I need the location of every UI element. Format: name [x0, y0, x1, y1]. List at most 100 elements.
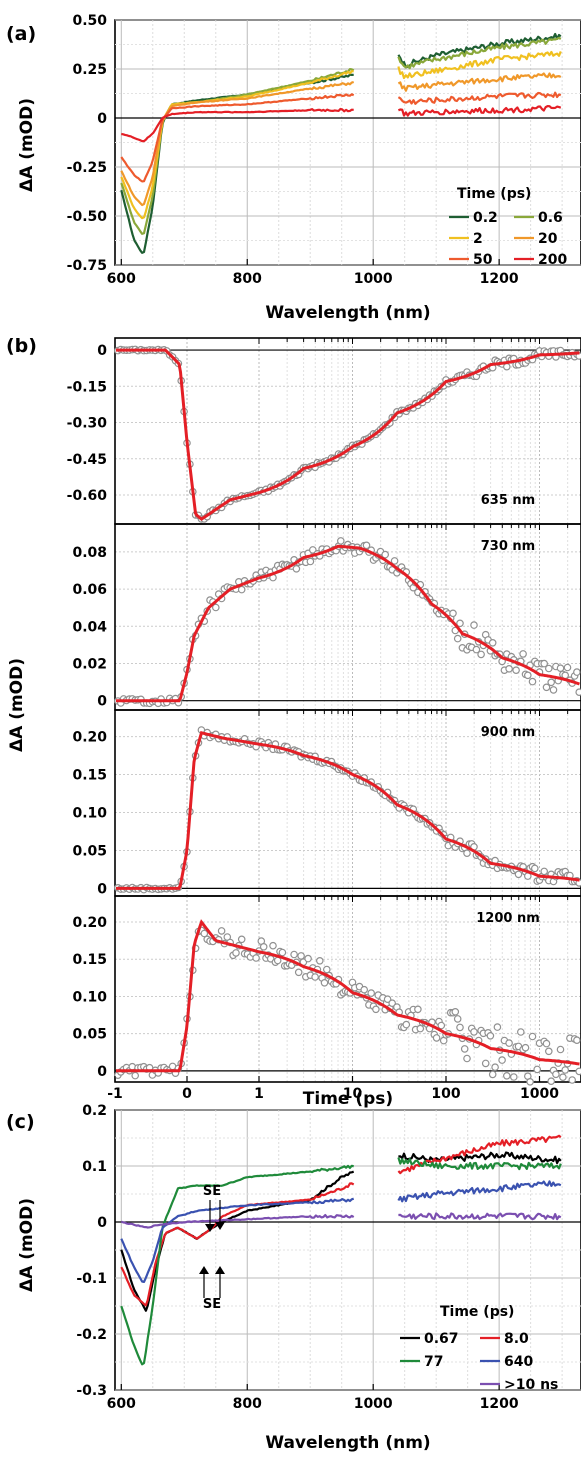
c-series-0-seg1 — [398, 1151, 562, 1165]
b-data-point — [453, 634, 462, 643]
se-arrowhead-top-2 — [215, 1222, 225, 1230]
b-data-point — [544, 1047, 553, 1056]
a-ytick: -0.50 — [67, 209, 108, 225]
b-ytick: 0.06 — [72, 582, 107, 598]
panel-a-xlabel: Wavelength (nm) — [265, 303, 430, 323]
b-data-point — [559, 1073, 567, 1082]
b-xtick: 1000 — [520, 1086, 559, 1102]
b-data-point — [505, 664, 513, 673]
panel-b-subplot-2: 0.08 0.06 0.04 0.02 0 730 nm — [72, 523, 581, 711]
b-xtick: 0 — [182, 1086, 192, 1102]
panel-b: (b) 0-0.15-0.30-0.45-0.60 635 nm0.080.060… — [6, 335, 581, 1109]
b-data-point — [512, 666, 520, 675]
c-legend-label-4: >10 ns — [504, 1377, 558, 1393]
b-data-point — [470, 1028, 478, 1036]
b-data-point — [217, 927, 226, 935]
b-ytick: 0.10 — [72, 805, 107, 821]
panel-b-subplots: 0-0.15-0.30-0.45-0.60 635 nm0.080.060.040… — [67, 337, 581, 1102]
b-data-point — [232, 949, 240, 957]
b-data-point — [388, 999, 397, 1008]
b-data-point — [200, 929, 209, 938]
a-xtick: 800 — [233, 271, 262, 287]
b-wavelength-label-2: 730 nm — [481, 539, 535, 554]
panel-a-legend: Time (ps) 0.2 0.6 2 20 50 200 — [449, 186, 567, 268]
b-data-point — [456, 619, 464, 628]
panel-b-subplot-4: 0.20 0.15 0.10 0.05 0 1200 nm — [72, 895, 581, 1086]
b-data-point — [575, 688, 581, 696]
b-data-point — [432, 1034, 441, 1042]
a-xtick: 1200 — [480, 271, 519, 287]
c-ytick: -0.1 — [76, 1271, 107, 1287]
b-ytick: 0.04 — [72, 619, 107, 635]
b-data-point — [381, 550, 390, 559]
b-data-point — [502, 362, 511, 371]
a-legend-label-4: 50 — [473, 252, 493, 268]
c-ytick: 0.2 — [82, 1103, 107, 1119]
a-series-1-seg1 — [397, 36, 562, 70]
c-ytick: 0.1 — [82, 1159, 107, 1175]
b-ytick: -0.45 — [67, 452, 107, 468]
b-data-point — [488, 1070, 497, 1079]
b-ytick: 0 — [97, 881, 107, 897]
b-data-point — [304, 954, 312, 963]
b-data-point — [561, 1066, 570, 1074]
b-ytick: 0 — [97, 343, 107, 359]
b-data-point — [131, 1071, 140, 1080]
b-ytick: 0.08 — [72, 545, 107, 561]
b-data-point — [556, 664, 565, 673]
c-legend-label-1: 8.0 — [504, 1331, 529, 1347]
b-data-point — [477, 650, 485, 659]
b-ytick: 0.05 — [72, 1027, 107, 1043]
b-fit-line-3 — [116, 730, 580, 890]
b-data-point — [505, 1039, 513, 1047]
c-ytick: -0.2 — [76, 1327, 107, 1343]
se-label-bottom: SE — [203, 1297, 221, 1312]
panel-c-ylabel: ΔA (mOD) — [17, 1198, 37, 1292]
b-data-point — [252, 954, 260, 962]
a-ytick: 0 — [97, 111, 107, 127]
b-data-point — [530, 864, 539, 873]
b-data-point — [456, 1023, 464, 1032]
b-data-point — [460, 1045, 469, 1053]
b-ytick: -0.15 — [67, 379, 107, 395]
b-data-point — [311, 973, 319, 981]
b-ytick: 0.02 — [72, 657, 107, 673]
a-legend-label-3: 20 — [538, 231, 558, 247]
c-series-0-seg0 — [120, 1170, 355, 1312]
b-data-point — [519, 650, 527, 658]
b-data-point — [336, 537, 345, 545]
b-data-point — [573, 668, 581, 676]
c-legend-label-3: 640 — [504, 1354, 533, 1370]
b-data-point — [362, 541, 371, 550]
b-wavelength-label-4: 1200 nm — [476, 911, 540, 926]
b-ytick: 0.10 — [72, 989, 107, 1005]
c-series-2-seg0 — [120, 1164, 354, 1366]
se-label-top: SE — [203, 1184, 221, 1199]
b-data-point — [521, 1043, 530, 1052]
c-xtick: 600 — [107, 1396, 136, 1412]
a-legend-label-0: 0.2 — [473, 210, 498, 226]
panel-c-legend-title: Time (ps) — [440, 1304, 514, 1320]
b-data-point — [437, 1021, 446, 1030]
panel-a-series — [120, 32, 562, 254]
c-series-4-seg1 — [398, 1212, 562, 1221]
b-data-point — [320, 978, 329, 987]
c-xtick: 1000 — [354, 1396, 393, 1412]
c-series-4-seg0 — [120, 1214, 355, 1229]
b-data-point — [498, 1056, 506, 1064]
panel-b-xlabel: Time (ps) — [303, 1089, 393, 1109]
b-data-point — [414, 1005, 422, 1014]
c-ytick: -0.3 — [76, 1383, 107, 1399]
se-arrowhead-bottom-1 — [199, 1266, 209, 1274]
c-legend-label-2: 77 — [424, 1354, 443, 1370]
a-series-4-seg1 — [397, 91, 562, 105]
b-data-point — [486, 1032, 495, 1040]
a-series-3-seg1 — [397, 72, 562, 92]
b-data-point — [463, 1054, 471, 1063]
b-ytick: 0 — [97, 694, 107, 710]
b-data-point — [237, 935, 246, 944]
